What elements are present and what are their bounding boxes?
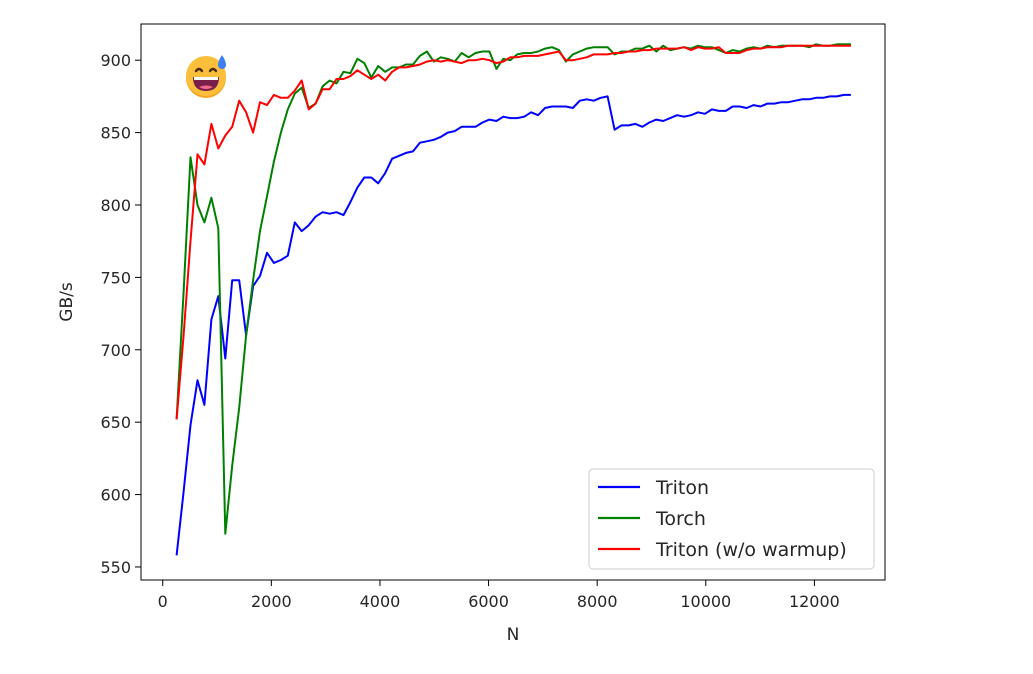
y-tick-label: 600 (100, 486, 131, 505)
y-tick-label: 800 (100, 196, 131, 215)
x-tick-label: 6000 (468, 592, 509, 611)
legend-box (588, 468, 875, 570)
legend: Triton Torch Triton (w/o warmup) (588, 468, 875, 570)
legend-label-1: Triton (655, 477, 709, 499)
y-axis-ticks: 550 600 650 700 750 800 850 900 (100, 51, 141, 577)
x-tick-label: 12000 (789, 592, 840, 611)
y-tick-label: 650 (100, 413, 131, 432)
x-axis-title: N (507, 625, 520, 645)
plot-frame (140, 23, 886, 581)
y-tick-label: 550 (100, 558, 131, 577)
series-line-3 (175, 44, 851, 420)
x-tick-label: 2000 (251, 592, 292, 611)
x-tick-label: 10000 (680, 592, 731, 611)
legend-label-3: Triton (w/o warmup) (655, 539, 847, 561)
legend-label-2: Torch (655, 508, 706, 530)
y-tick-label: 700 (100, 341, 131, 360)
y-tick-label: 850 (100, 124, 131, 143)
x-tick-label: 8000 (577, 592, 618, 611)
series-lines (175, 43, 851, 556)
x-axis-ticks: 0 2000 4000 6000 8000 10000 12000 (158, 580, 840, 611)
x-tick-label: 4000 (360, 592, 401, 611)
y-tick-label: 750 (100, 268, 131, 287)
y-axis-title: GB/s (57, 282, 77, 322)
series-line-1 (175, 93, 851, 556)
grinning-sweat-emoji-icon (186, 55, 226, 98)
x-tick-label: 0 (158, 592, 168, 611)
y-tick-label: 900 (100, 51, 131, 70)
